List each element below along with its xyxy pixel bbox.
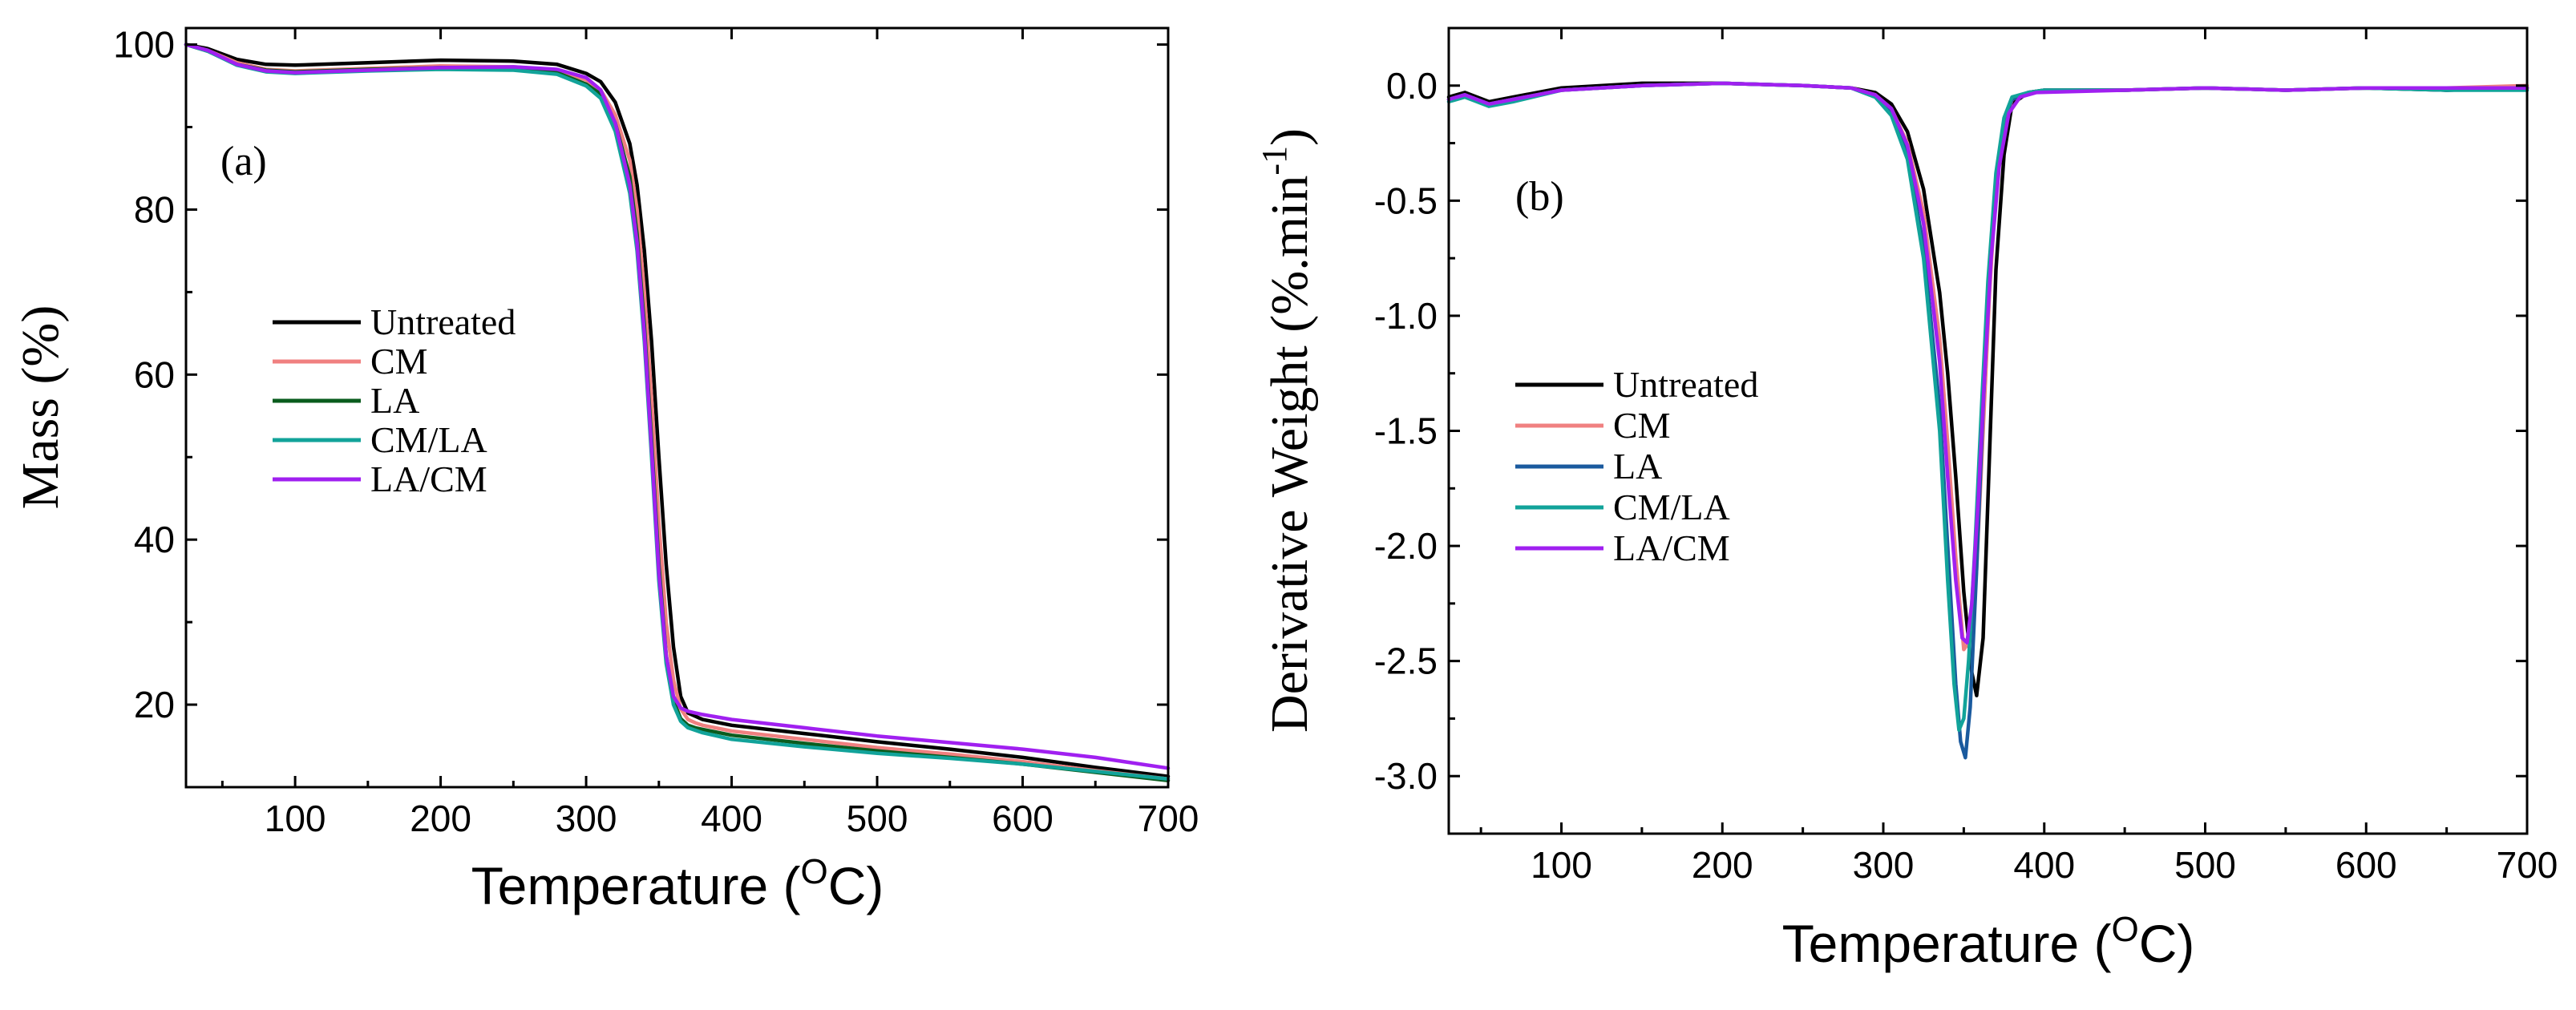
panel-a-ytick-label: 80 bbox=[134, 188, 175, 230]
panel-a-ticks: 100 200 300 400 500 600 700 20 40 60 80 100 bbox=[113, 24, 1199, 839]
panel-b-legend-label: Untreated bbox=[1613, 364, 1758, 405]
panel-a-xlabel-end: C) bbox=[828, 856, 884, 915]
panel-b-ylabel-sup: -1 bbox=[1255, 146, 1294, 176]
panel-b-label: (b) bbox=[1515, 174, 1564, 220]
panel-b-xtick-label: 200 bbox=[1692, 844, 1753, 886]
panel-b-legend-label: CM bbox=[1613, 405, 1671, 446]
panel-a-xtick-label: 600 bbox=[992, 798, 1053, 839]
panel-a-plot-frame bbox=[184, 26, 1170, 789]
panel-b-xlabel-sup: O bbox=[2111, 910, 2138, 949]
panel-a-legend-label: Untreated bbox=[370, 301, 516, 342]
panel-b-ytick-label: -3.0 bbox=[1374, 755, 1438, 797]
panel-b-series-untreated bbox=[1446, 81, 2529, 697]
panel-a-xlabel: Temperature (OC) bbox=[471, 852, 884, 915]
panel-b-xtick-label: 100 bbox=[1531, 844, 1592, 886]
panel-b-chart: 100 200 300 400 500 600 700 0.0 -0.5 -1.0 -1.5 -2.0… bbox=[1255, 26, 2558, 973]
panel-b-ylabel-main: Derivative Weight (%.min bbox=[1260, 176, 1319, 733]
panel-b-legend-label: CM/LA bbox=[1613, 487, 1730, 527]
panel-b-xtick-label: 700 bbox=[2497, 844, 2558, 886]
panel-a-chart: 100 200 300 400 500 600 700 20 40 60 80 100 (a) Mas… bbox=[11, 24, 1199, 915]
panel-a-xtick-label: 100 bbox=[265, 798, 326, 839]
panel-a-ytick-label: 20 bbox=[134, 684, 175, 725]
panel-a-legend-label: LA/CM bbox=[370, 459, 487, 499]
panel-b-ticks: 100 200 300 400 500 600 700 0.0 -0.5 -1.0 -1.5 -2.0… bbox=[1374, 28, 2558, 886]
panel-b-xtick-label: 300 bbox=[1853, 844, 1915, 886]
panel-b-xlabel-end: C) bbox=[2139, 914, 2195, 973]
panel-b-series-group bbox=[1446, 81, 2529, 760]
panel-b-ytick-label: -0.5 bbox=[1374, 180, 1438, 221]
panel-b-xlabel-main: Temperature ( bbox=[1782, 914, 2112, 973]
panel-a-xlabel-main: Temperature ( bbox=[471, 856, 801, 915]
panel-b-plot-frame bbox=[1447, 26, 2529, 835]
panel-b-xtick-label: 500 bbox=[2174, 844, 2236, 886]
panel-a-legend-label: LA bbox=[370, 380, 419, 421]
panel-a-ytick-label: 100 bbox=[113, 24, 175, 66]
panel-a-label: (a) bbox=[220, 139, 267, 184]
panel-b-ylabel: Derivative Weight (%.min-1) bbox=[1255, 128, 1319, 733]
panel-b-xtick-label: 400 bbox=[2013, 844, 2075, 886]
panel-b-xtick-label: 600 bbox=[2335, 844, 2397, 886]
panel-a-legend-label: CM/LA bbox=[370, 419, 487, 460]
panel-b-legend-label: LA bbox=[1613, 446, 1662, 487]
panel-a-legend-label: CM bbox=[370, 341, 428, 382]
panel-a-xtick-label: 400 bbox=[701, 798, 762, 839]
panel-b-ytick-label: -2.0 bbox=[1374, 525, 1438, 567]
panel-b-xlabel: Temperature (OC) bbox=[1782, 910, 2195, 973]
panel-a-ylabel: Mass (%) bbox=[11, 305, 70, 510]
panel-b-ytick-label: -1.5 bbox=[1374, 410, 1438, 452]
panel-b-series-cm-la bbox=[1446, 81, 2529, 733]
panel-a-xtick-label: 700 bbox=[1138, 798, 1199, 839]
panel-a-xtick-label: 500 bbox=[847, 798, 908, 839]
panel-b-series-cm bbox=[1446, 81, 2529, 652]
panel-b-legend-label: LA/CM bbox=[1613, 527, 1730, 568]
panel-a-xlabel-sup: O bbox=[800, 852, 827, 891]
panel-a-series-la-cm bbox=[184, 42, 1171, 770]
panel-b-ytick-label: -1.0 bbox=[1374, 295, 1438, 337]
panel-b-series-la-cm bbox=[1446, 81, 2529, 644]
panel-b-series-la bbox=[1446, 81, 2529, 760]
panel-a-xtick-label: 300 bbox=[556, 798, 617, 839]
panel-a-ytick-label: 60 bbox=[134, 354, 175, 395]
panel-b-ylabel-end: ) bbox=[1260, 128, 1319, 146]
panel-a-series-untreated bbox=[184, 42, 1171, 778]
panel-a-ytick-label: 40 bbox=[134, 519, 175, 560]
panel-a-series-group bbox=[184, 42, 1171, 783]
panel-b-ytick-label: 0.0 bbox=[1386, 65, 1438, 107]
panel-a-xtick-label: 200 bbox=[410, 798, 471, 839]
panel-b-ytick-label: -2.5 bbox=[1374, 640, 1438, 682]
